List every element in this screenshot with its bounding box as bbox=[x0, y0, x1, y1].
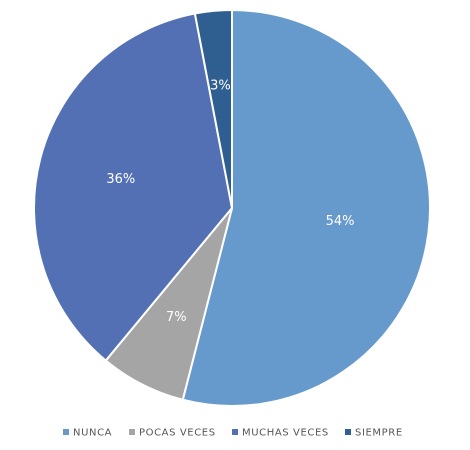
legend-label-nunca: NUNCA bbox=[73, 428, 112, 439]
data-label-nunca: 54% bbox=[326, 214, 355, 229]
legend-swatch-nunca bbox=[63, 429, 69, 435]
pie-slice-muchas-veces bbox=[33, 12, 234, 362]
legend-swatch-siempre bbox=[345, 429, 351, 435]
pie-slices bbox=[33, 8, 431, 407]
data-label-siempre: 3% bbox=[210, 78, 231, 93]
legend-swatch-muchas-veces bbox=[232, 429, 238, 435]
pie-slice-nunca bbox=[181, 8, 431, 407]
legend: NUNCA POCAS VECES MUCHAS VECES SIEMPRE bbox=[63, 428, 403, 439]
legend-label-pocas-veces: POCAS VECES bbox=[139, 428, 216, 439]
pie-slice-siempre bbox=[193, 8, 233, 209]
legend-label-muchas-veces: MUCHAS VECES bbox=[242, 428, 329, 439]
legend-label-siempre: SIEMPRE bbox=[355, 428, 403, 439]
pie-data-labels: 54% 7% 36% 3% bbox=[106, 78, 354, 325]
data-label-muchas-veces: 36% bbox=[106, 172, 135, 187]
legend-swatch-pocas-veces bbox=[129, 429, 135, 435]
data-label-pocas-veces: 7% bbox=[166, 310, 187, 325]
